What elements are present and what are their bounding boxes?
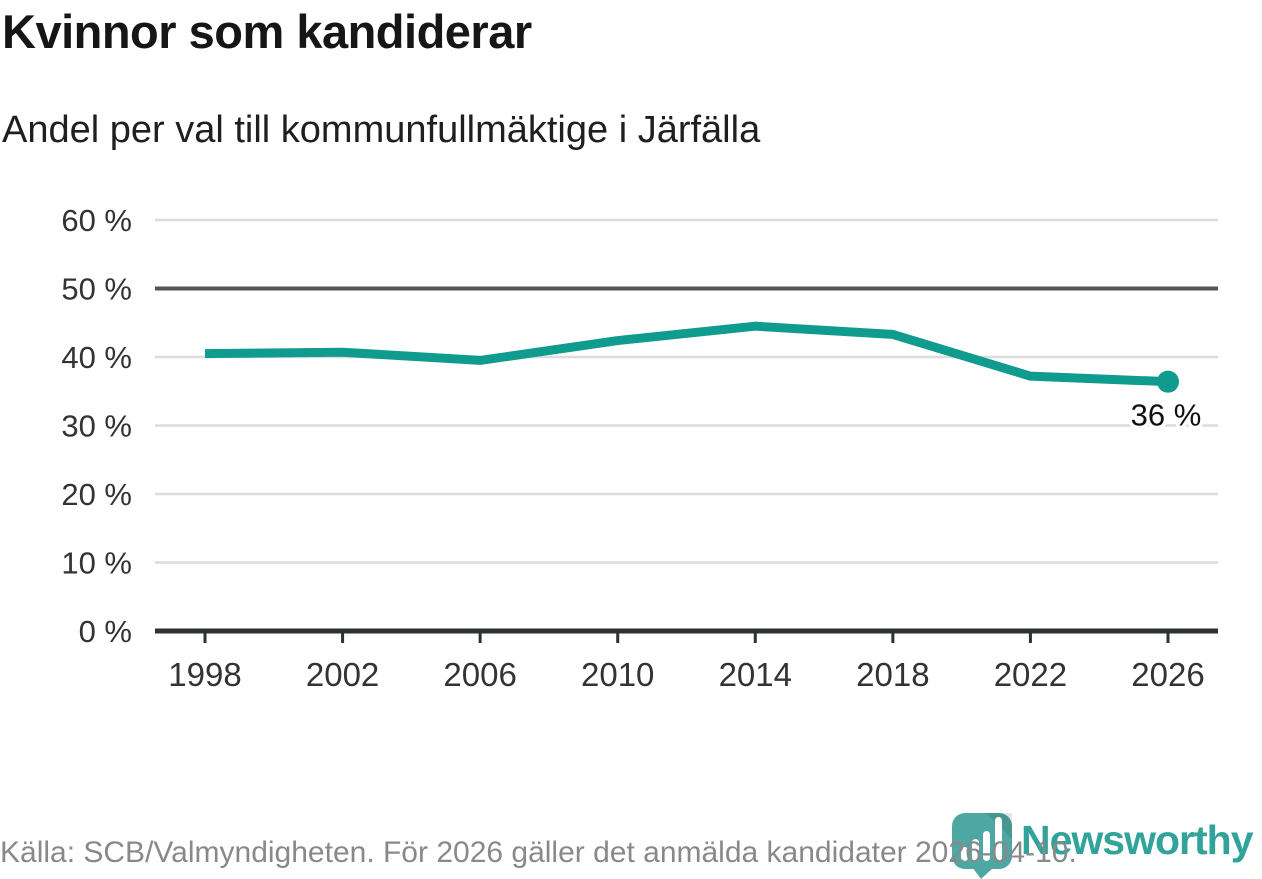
chart-subtitle: Andel per val till kommunfullmäktige i J… xyxy=(2,109,761,151)
chart-title: Kvinnor som kandiderar xyxy=(2,5,532,58)
x-tick-label: 2018 xyxy=(856,656,929,693)
end-point-marker xyxy=(1157,370,1179,393)
source-note: Källa: SCB/Valmyndigheten. För 2026 gäll… xyxy=(0,836,1077,869)
brand-wordmark: Newsworthy xyxy=(1021,817,1253,863)
series-line xyxy=(204,321,1169,387)
y-tick-label: 0 % xyxy=(79,614,132,649)
y-tick-label: 30 % xyxy=(61,409,132,444)
x-tick-label: 2022 xyxy=(994,656,1067,693)
y-tick-label: 50 % xyxy=(61,272,132,307)
newsworthy-bubble-icon xyxy=(952,813,1012,879)
x-tick-label: 2010 xyxy=(581,656,654,693)
newsworthy-logo: Newsworthy xyxy=(952,813,1253,879)
x-tick-label: 1998 xyxy=(168,656,241,693)
x-tick-label: 2006 xyxy=(443,656,516,693)
y-tick-label: 20 % xyxy=(61,477,132,512)
end-value-label: 36 % xyxy=(1131,398,1202,433)
x-tick-label: 2014 xyxy=(719,656,792,693)
y-tick-label: 60 % xyxy=(61,203,132,238)
x-tick-label: 2002 xyxy=(306,656,379,693)
y-tick-label: 40 % xyxy=(61,340,132,375)
x-tick-label: 2026 xyxy=(1131,656,1204,693)
y-tick-label: 10 % xyxy=(61,546,132,581)
